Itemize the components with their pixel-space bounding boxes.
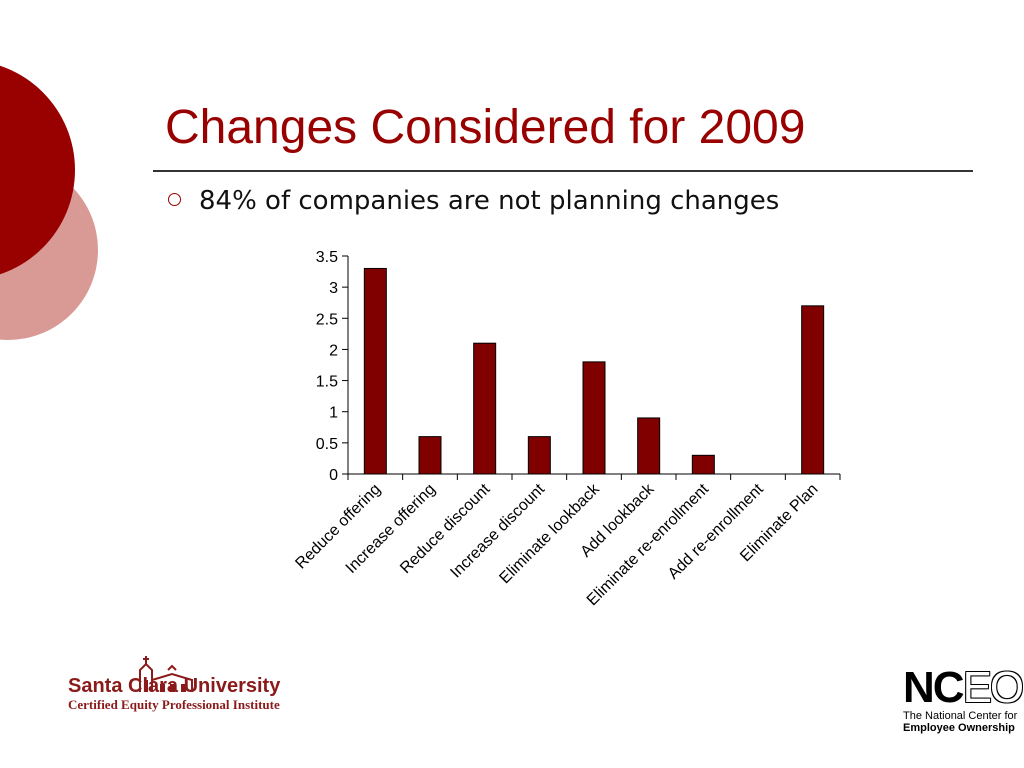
x-category-label: Add re-enrollment bbox=[665, 480, 767, 582]
y-tick-label: 0 bbox=[329, 467, 338, 484]
bar bbox=[363, 267, 387, 475]
x-category-label: Increase discount bbox=[447, 480, 548, 581]
decorative-circles bbox=[0, 65, 98, 340]
y-tick-label: 3.5 bbox=[316, 249, 338, 266]
y-tick-label: 0.5 bbox=[316, 436, 338, 453]
nceo-line1: The National Center for bbox=[903, 710, 1018, 722]
bar bbox=[582, 361, 606, 475]
y-tick-label: 1.5 bbox=[316, 374, 338, 391]
bullet-circle-icon bbox=[168, 193, 181, 206]
y-tick-label: 2.5 bbox=[316, 311, 338, 328]
bar bbox=[691, 454, 715, 475]
nceo-logo: NCEO The National Center for Employee Ow… bbox=[903, 666, 1024, 738]
title-divider bbox=[153, 170, 973, 172]
slide-title: Changes Considered for 2009 bbox=[165, 101, 806, 154]
bar bbox=[418, 436, 442, 475]
bar bbox=[637, 417, 661, 475]
nceo-line2: Employee Ownership bbox=[903, 722, 1015, 734]
nceo-mark-outline: EO bbox=[962, 663, 1024, 712]
mission-church-icon bbox=[139, 656, 193, 692]
scu-logo-name: Santa Clara University bbox=[68, 675, 281, 697]
bullet-text: 84% of companies are not planning change… bbox=[199, 186, 780, 216]
bar bbox=[473, 342, 497, 475]
bullet-item: 84% of companies are not planning change… bbox=[168, 186, 779, 216]
scu-logo-subtitle: Certified Equity Professional Institute bbox=[68, 697, 280, 712]
bar bbox=[801, 305, 825, 475]
decorative-circle-dark bbox=[0, 65, 75, 275]
y-tick-label: 2 bbox=[329, 342, 338, 359]
x-category-label: Eliminate lookback bbox=[496, 480, 603, 587]
nceo-mark: NCEO bbox=[903, 666, 1024, 710]
nceo-mark-bold: NC bbox=[903, 663, 965, 712]
y-tick-label: 1 bbox=[329, 405, 338, 422]
y-tick-label: 3 bbox=[329, 280, 338, 297]
bar bbox=[527, 436, 551, 475]
